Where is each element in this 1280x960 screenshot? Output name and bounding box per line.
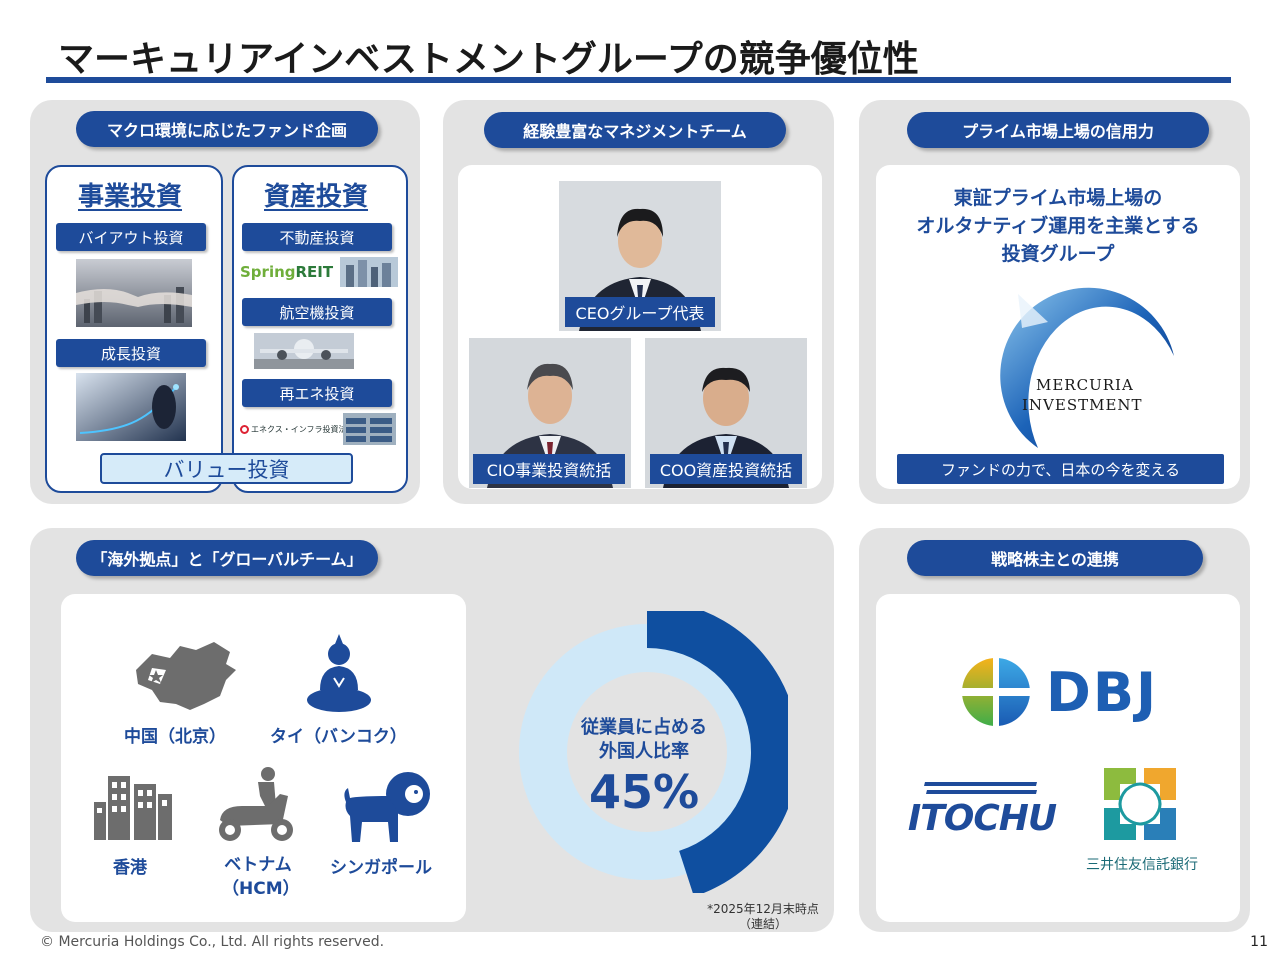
- tag-buyout: バイアウト投資: [56, 223, 206, 251]
- shareholders-area: [876, 594, 1240, 922]
- location-thailand: タイ（バンコク）: [270, 727, 407, 747]
- overseas-bases-area: [61, 594, 466, 922]
- lion-icon: [340, 772, 432, 846]
- spring-reit-building-photo: [340, 257, 398, 287]
- mercuria-tagline: ファンドの力で、日本の今を変える: [897, 454, 1224, 484]
- location-vietnam: ベトナム （HCM）: [222, 855, 300, 899]
- dbj-logo: DBJ: [960, 656, 1158, 728]
- donut-value: 45%: [588, 765, 700, 819]
- asset-investment-heading: 資産投資: [264, 182, 369, 212]
- solar-plant-photo: [343, 413, 396, 445]
- smtb-logo: 三井住友信託銀行: [1074, 762, 1210, 874]
- donut-foreign-segment: [647, 600, 799, 897]
- location-china: 中国（北京）: [124, 727, 226, 747]
- buildings-icon: [94, 776, 174, 844]
- dbj-text: DBJ: [1046, 660, 1159, 724]
- donut-label-line2: 外国人比率: [599, 741, 689, 762]
- ceo-label: CEOグループ代表: [565, 297, 715, 327]
- business-investment-box: [45, 165, 223, 493]
- scooter-icon: [214, 766, 298, 854]
- spring-reit-logo: SpringREIT: [240, 263, 334, 281]
- title-rule: [46, 77, 1231, 83]
- foreign-ratio-donut: [506, 600, 799, 897]
- mercuria-logo-line1: MERCURIA: [1036, 376, 1134, 394]
- china-map-icon: [130, 640, 240, 720]
- pill-strategic-shareholders: 戦略株主との連携: [907, 540, 1203, 576]
- enex-mark-icon: [240, 425, 249, 434]
- donut-center-text: 従業員に占める 外国人比率 45%: [566, 716, 722, 820]
- location-hongkong: 香港: [113, 858, 147, 878]
- copyright-footer: © Mercuria Holdings Co., Ltd. All rights…: [40, 934, 385, 950]
- pill-management-team: 経験豊富なマネジメントチーム: [484, 112, 786, 148]
- business-investment-heading: 事業投資: [78, 182, 183, 212]
- page-title: マーキュリアインベストメントグループの競争優位性: [58, 39, 919, 80]
- pill-prime-market: プライム市場上場の信用力: [907, 112, 1209, 148]
- prime-headline: 東証プライム市場上場の オルタナティブ運用を主業とする 投資グループ: [916, 187, 1200, 265]
- enex-infra-logo: エネクス・インフラ投資法人: [240, 424, 355, 435]
- growth-chart-photo: [76, 373, 186, 441]
- cio-label: CIO事業投資統括: [473, 454, 625, 484]
- donut-footnote: *2025年12月末時点 （連結）: [707, 902, 819, 931]
- value-investment-box: バリュー投資: [100, 453, 353, 484]
- dbj-globe-icon: [962, 658, 1030, 726]
- tag-real-estate: 不動産投資: [242, 223, 392, 251]
- location-singapore: シンガポール: [330, 858, 432, 878]
- pill-global-team: 「海外拠点」と「グローバルチーム」: [76, 540, 378, 576]
- coo-label: COO資産投資統括: [650, 454, 802, 484]
- buddha-icon: [306, 634, 372, 718]
- page-number: 11: [1250, 934, 1268, 950]
- itochu-text: ITOCHU: [907, 798, 1057, 839]
- mercuria-logo: MERCURIA INVESTMENT: [978, 268, 1184, 452]
- handshake-photo: [76, 259, 192, 327]
- smtb-text: 三井住友信託銀行: [1086, 857, 1198, 873]
- tag-growth: 成長投資: [56, 339, 206, 367]
- tag-aircraft: 航空機投資: [242, 298, 392, 326]
- pill-fund-planning: マクロ環境に応じたファンド企画: [76, 111, 378, 147]
- itochu-logo: ITOCHU: [906, 778, 1058, 848]
- mercuria-logo-line2: INVESTMENT: [1022, 396, 1143, 414]
- aircraft-photo: [254, 333, 354, 369]
- tag-renewable: 再エネ投資: [242, 379, 392, 407]
- smtb-mark-icon: [1104, 768, 1176, 840]
- itochu-mark-icon: [924, 782, 1038, 794]
- donut-label-line1: 従業員に占める: [581, 717, 707, 738]
